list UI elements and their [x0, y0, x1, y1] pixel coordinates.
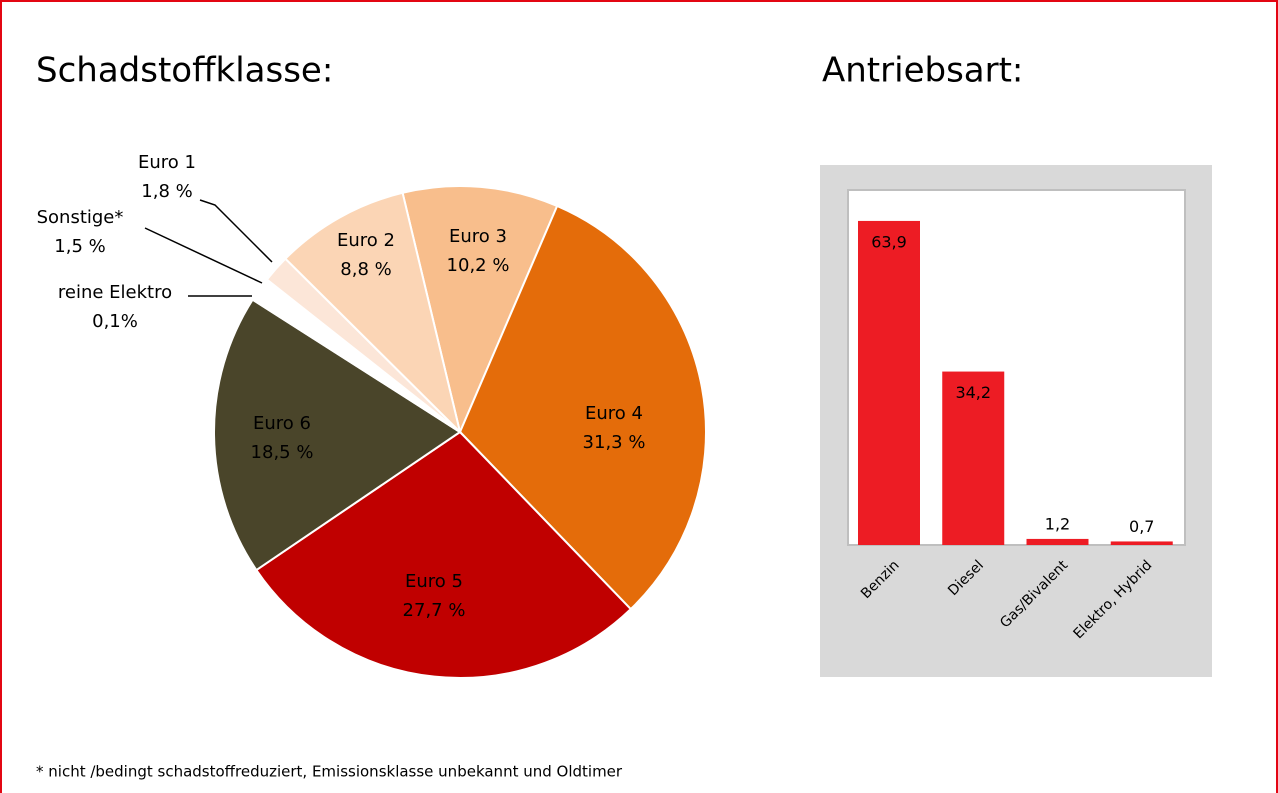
slice-value: 8,8 % [340, 259, 391, 280]
bar-value: 1,2 [1045, 514, 1070, 533]
slice-value: 31,3 % [583, 432, 646, 453]
footnote: * nicht /bedingt schadstoffreduziert, Em… [36, 763, 623, 781]
slice-value: 18,5 % [251, 442, 314, 463]
slice-name: Euro 5 [405, 571, 463, 592]
slice-value: 0,1% [92, 311, 138, 332]
bar [1110, 541, 1173, 545]
bar-title: Antriebsart: [822, 51, 1023, 91]
pie-slice [401, 185, 559, 436]
pie-slice [458, 204, 707, 611]
slice-name: Euro 1 [138, 152, 196, 173]
slice-value: 1,8 % [141, 181, 192, 202]
bar-value: 34,2 [955, 383, 991, 402]
bar-value: 0,7 [1129, 517, 1154, 536]
slice-value: 27,7 % [403, 600, 466, 621]
slice-name: reine Elektro [58, 282, 172, 303]
pie-slice [254, 430, 633, 679]
slice-name: Euro 4 [585, 403, 643, 424]
slice-name: Sonstige* [37, 207, 124, 228]
bar [942, 371, 1005, 545]
pie-slice [283, 191, 462, 436]
bar [858, 220, 920, 545]
bar [1026, 538, 1089, 545]
slice-value: 1,5 % [54, 236, 105, 257]
slice-name: Euro 3 [449, 226, 507, 247]
slice-name: Euro 2 [337, 230, 395, 251]
slice-name: Euro 6 [253, 413, 311, 434]
slice-value: 10,2 % [447, 255, 510, 276]
leader-line [144, 227, 263, 284]
pie-slice [213, 298, 462, 572]
pie-title: Schadstoffklasse: [36, 51, 333, 91]
leader-line [199, 199, 273, 263]
bar-value: 63,9 [871, 232, 907, 251]
